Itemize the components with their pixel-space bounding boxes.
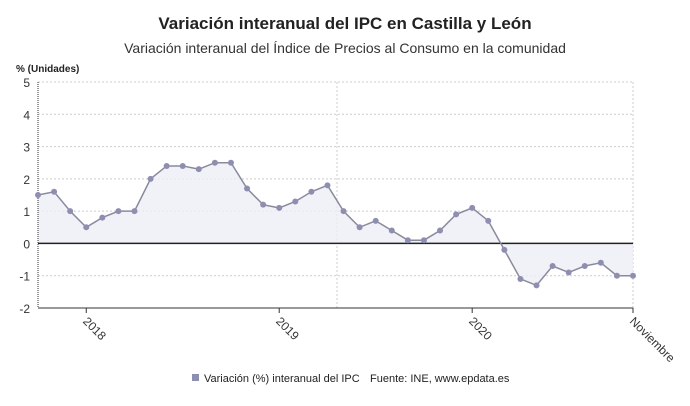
data-point <box>404 237 411 244</box>
legend-label: Variación (%) interanual del IPC <box>204 373 360 385</box>
data-point <box>35 192 41 198</box>
data-point <box>308 188 315 195</box>
data-point <box>565 269 572 276</box>
x-tick-label: Noviembre <box>627 314 678 365</box>
y-tick-label: 2 <box>23 173 30 187</box>
data-point <box>533 282 540 289</box>
data-point <box>324 182 331 189</box>
data-point <box>613 272 620 279</box>
data-point <box>630 272 636 279</box>
chart-subtitle: Variación interanual del Índice de Preci… <box>124 40 566 56</box>
y-tick-label: 1 <box>23 205 30 219</box>
y-tick-label: 4 <box>23 108 30 122</box>
area-fill <box>38 162 633 286</box>
data-point <box>51 188 58 195</box>
data-point <box>99 214 106 221</box>
data-point <box>179 162 186 169</box>
data-point <box>276 204 283 211</box>
x-tick-label: 2018 <box>80 314 109 343</box>
data-point <box>163 162 170 169</box>
x-tick-label: 2019 <box>273 314 302 343</box>
y-tick-label: 5 <box>23 76 30 90</box>
data-point <box>67 208 74 215</box>
source-label: Fuente: INE, www.epdata.es <box>370 373 510 385</box>
data-point <box>340 208 347 215</box>
data-point <box>453 211 460 218</box>
data-point <box>501 246 508 253</box>
data-point <box>131 208 138 215</box>
data-point <box>437 227 444 234</box>
data-point <box>356 224 363 231</box>
data-point <box>244 185 251 192</box>
data-point <box>195 166 202 173</box>
data-point <box>211 159 218 166</box>
y-tick-label: 0 <box>23 237 30 251</box>
data-point <box>292 198 299 205</box>
y-axis-label: % (Unidades) <box>16 64 79 75</box>
data-point <box>581 263 588 270</box>
y-tick-label: -2 <box>19 302 30 316</box>
data-point <box>517 275 524 282</box>
data-point <box>83 224 90 231</box>
data-point <box>469 204 476 211</box>
data-point <box>147 175 154 182</box>
data-point <box>227 159 234 166</box>
chart-title: Variación interanual del IPC en Castilla… <box>158 14 532 33</box>
y-tick-label: -1 <box>19 270 30 284</box>
data-point <box>549 263 556 270</box>
y-tick-label: 3 <box>23 141 30 155</box>
data-point <box>115 208 122 215</box>
data-point <box>420 237 427 244</box>
data-point <box>485 217 492 224</box>
data-point <box>388 227 395 234</box>
x-tick-label: 2020 <box>466 314 495 343</box>
data-point <box>260 201 267 208</box>
legend-marker <box>192 374 199 381</box>
data-point <box>372 217 379 224</box>
data-point <box>597 259 604 266</box>
